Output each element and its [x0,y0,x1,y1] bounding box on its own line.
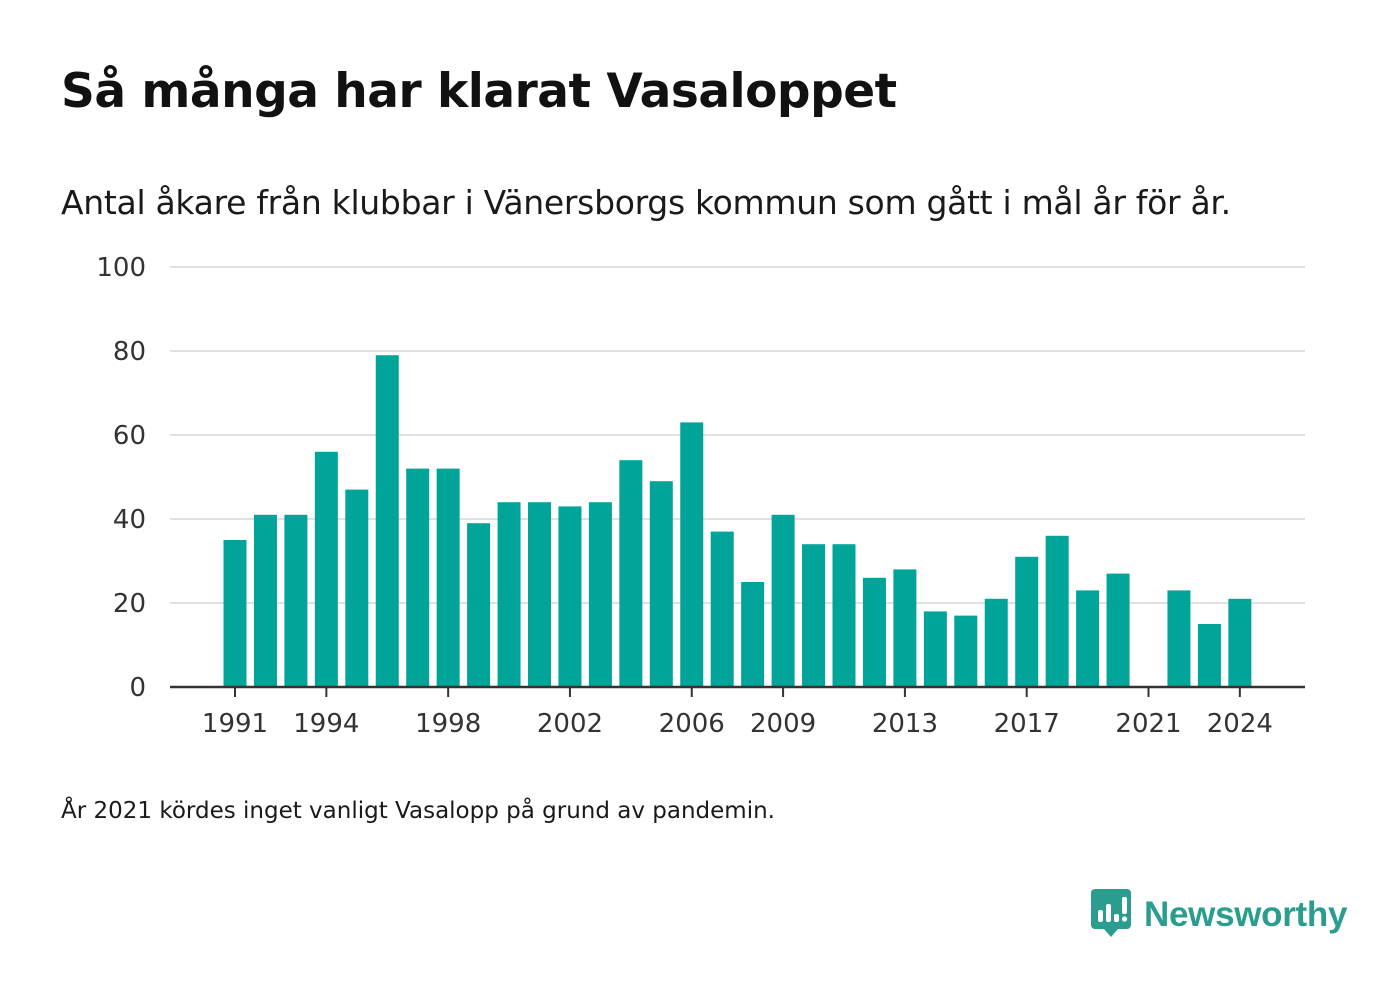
y-tick-label: 40 [113,505,146,535]
bar-2018 [1045,535,1069,687]
bar-1994 [314,451,338,687]
x-tick-label: 1991 [202,709,268,739]
bar-2011 [832,544,856,687]
y-tick-label: 60 [113,421,146,451]
bar-2009 [771,514,795,687]
bar-2010 [802,544,826,687]
bar-1992 [253,514,277,687]
bar-1995 [345,489,369,687]
bar-2024 [1228,598,1252,687]
chart-title: Så många har klarat Vasaloppet [61,64,897,119]
gridlines [170,266,1305,604]
bar-2005 [649,481,673,687]
footnote: År 2021 kördes inget vanligt Vasalopp på… [61,798,775,824]
bar-2007 [710,531,734,687]
x-tick-label: 1994 [293,709,359,739]
bar-2000 [497,502,521,687]
bar-2014 [923,611,947,687]
brand-logo: Newsworthy [1090,888,1348,942]
bar-2013 [893,569,917,687]
bar-2006 [680,422,704,687]
y-tick-label: 100 [96,253,146,283]
x-tick-label: 2009 [750,709,816,739]
bar-1999 [467,523,491,687]
x-tick-label: 2017 [994,709,1060,739]
x-tick-label: 2024 [1207,709,1273,739]
x-tick-label: 1998 [415,709,481,739]
chart-subtitle: Antal åkare från klubbar i Vänersborgs k… [61,183,1231,222]
bar-1997 [406,468,430,687]
axes: 0 20 40 60 80 100 1991 1994 1998 2002 2006 2009 2013… [96,253,1305,739]
bar-2008 [741,582,765,687]
bar-2020 [1106,573,1130,687]
y-tick-label: 0 [129,673,146,703]
bar-2022 [1167,590,1191,687]
bar-2023 [1197,624,1221,687]
x-tick-label: 2013 [872,709,938,739]
y-tick-label: 80 [113,337,146,367]
bars [223,355,1252,687]
bar-2004 [619,460,643,687]
bar-chart: 0 20 40 60 80 100 1991 1994 1998 2002 2006 2009 2013… [96,253,1305,739]
bar-1993 [284,514,308,687]
bar-1991 [223,540,247,687]
bar-2001 [528,502,551,687]
bar-1996 [375,355,399,687]
bar-2012 [862,577,886,687]
newsworthy-logo-icon [1090,888,1132,942]
bar-1998 [436,468,460,687]
x-tick-label: 2002 [537,709,603,739]
bar-2015 [954,615,978,687]
brand-name: Newsworthy [1144,895,1348,934]
bar-2016 [984,598,1008,687]
x-tick-label: 2021 [1115,709,1181,739]
bar-2003 [588,502,612,687]
bar-2019 [1076,590,1100,687]
bar-2002 [558,506,582,687]
y-tick-label: 20 [113,589,146,619]
bar-2017 [1015,556,1039,687]
x-tick-label: 2006 [659,709,725,739]
